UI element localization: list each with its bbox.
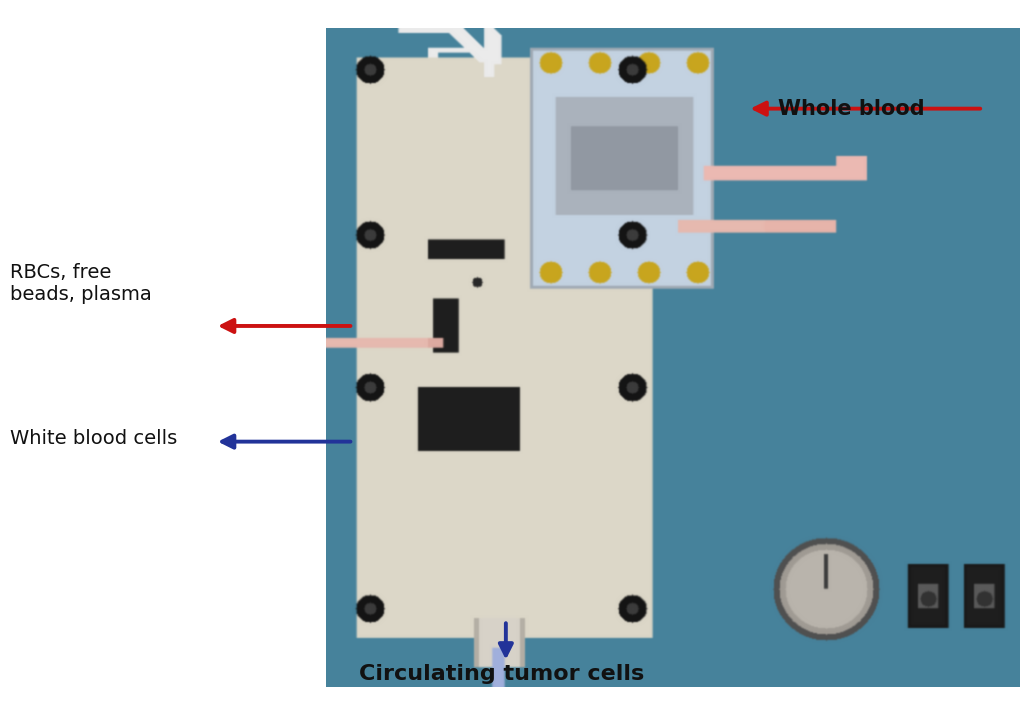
Text: Whole blood: Whole blood bbox=[778, 99, 925, 118]
Text: Circulating tumor cells: Circulating tumor cells bbox=[359, 665, 644, 684]
Text: RBCs, free
beads, plasma: RBCs, free beads, plasma bbox=[10, 264, 152, 304]
Text: White blood cells: White blood cells bbox=[10, 428, 177, 448]
